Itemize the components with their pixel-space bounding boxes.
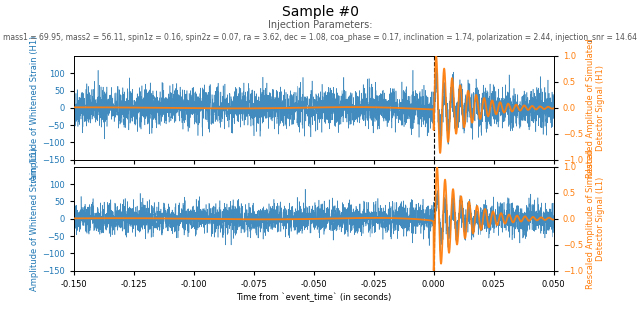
Text: Injection Parameters:: Injection Parameters: xyxy=(268,20,372,30)
Text: Sample #0: Sample #0 xyxy=(282,5,358,19)
Y-axis label: Amplitude of Whitened Strain (H1): Amplitude of Whitened Strain (H1) xyxy=(30,35,39,180)
Y-axis label: Rescaled Amplitude of Simulated
Detector Signal (L1): Rescaled Amplitude of Simulated Detector… xyxy=(586,149,605,289)
X-axis label: Time from `event_time` (in seconds): Time from `event_time` (in seconds) xyxy=(236,293,391,302)
Y-axis label: Rescaled Amplitude of Simulated
Detector Signal (H1): Rescaled Amplitude of Simulated Detector… xyxy=(586,38,605,178)
Y-axis label: Amplitude of Whitened Strain (L1): Amplitude of Whitened Strain (L1) xyxy=(30,147,39,290)
Text: mass1 = 69.95, mass2 = 56.11, spin1z = 0.16, spin2z = 0.07, ra = 3.62, dec = 1.0: mass1 = 69.95, mass2 = 56.11, spin1z = 0… xyxy=(3,33,637,42)
